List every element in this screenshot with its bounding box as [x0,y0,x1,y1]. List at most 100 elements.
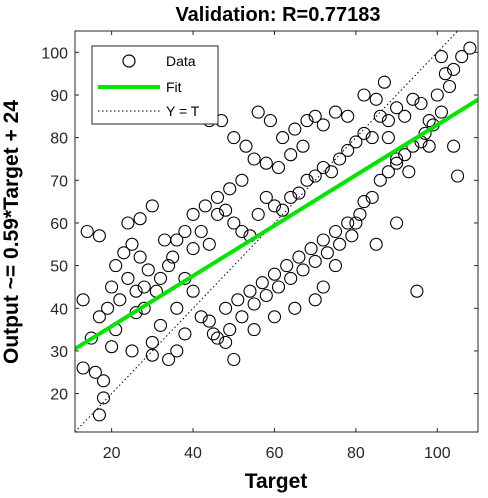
data-point [202,237,216,251]
data-point [296,263,310,277]
data-point [129,284,143,298]
data-point [267,310,282,324]
legend-fit-label: Fit [166,79,182,95]
data-point [308,109,322,123]
data-point [251,207,265,221]
data-point [166,250,180,264]
data-point [178,327,192,341]
data-point [219,203,233,217]
data-point [271,280,286,294]
data-point [271,160,286,175]
x-tick-label: 40 [184,445,202,462]
data-point [353,207,367,221]
data-point [434,50,448,64]
data-point [210,190,225,204]
data-point [170,301,184,315]
data-point [267,199,282,213]
data-point [333,237,347,251]
data-point [381,131,395,145]
data-point [345,229,359,243]
data-point [153,271,168,285]
data-point [316,233,330,247]
data-point [284,148,298,162]
data-point [198,199,212,213]
data-point [80,224,94,239]
x-axis-label: Target [245,470,308,493]
y-axis-label: Output ~= 0.59*Target + 24 [0,100,23,364]
data-point [76,361,90,375]
data-point [259,156,273,170]
data-point [316,280,330,294]
data-point [442,79,457,94]
data-point [398,109,412,123]
data-point [341,109,355,123]
data-point [133,250,147,264]
data-point [296,139,310,153]
data-point [288,301,302,315]
legend-data-marker-icon [122,54,136,68]
data-point [247,297,261,311]
data-point [357,126,371,140]
chart-title: Validation: R=0.77183 [175,4,380,26]
data-point [316,118,330,132]
data-point [357,195,371,209]
y-tick-label: 20 [50,387,68,404]
data-point [145,348,159,362]
data-point [231,293,245,307]
data-point [406,92,420,106]
data-point [170,344,184,358]
data-point [349,216,363,230]
data-point [210,207,225,221]
data-point [451,169,465,183]
data-point [276,203,290,217]
data-point [186,242,200,256]
data-point [369,92,383,106]
data-point [243,284,257,298]
data-point [162,259,176,273]
data-point [324,165,339,179]
y-tick-label: 100 [41,45,68,62]
y-tick-label: 80 [50,131,68,148]
x-tick-label: 100 [424,445,451,462]
data-point [227,216,241,230]
data-point [206,327,220,341]
legend-data-label: Data [166,53,196,69]
data-point [162,352,176,367]
data-point [365,190,379,204]
data-point [455,50,469,64]
data-point [300,173,314,187]
data-point [247,152,261,166]
data-point [463,41,477,55]
data-point [227,352,241,367]
legend-identity-label: Y = T [166,103,200,119]
data-point [133,212,147,226]
data-point [263,114,277,128]
data-point [304,242,318,256]
data-point [447,62,461,76]
data-point [96,391,111,405]
data-point [284,271,298,285]
data-point [308,293,322,307]
legend: Data Fit Y = T [91,45,219,125]
data-point [292,250,306,264]
data-point [422,114,436,128]
y-axis: 20 30 40 50 60 70 80 90 100 [41,45,478,404]
data-point [292,186,306,200]
data-point [247,323,261,337]
data-point [219,301,233,315]
data-point [447,139,461,153]
data-point [125,237,139,251]
data-point [414,96,428,111]
data-point [357,88,371,102]
data-point [316,160,330,175]
data-point [308,254,322,268]
data-point [194,224,208,239]
data-point [390,156,404,170]
data-point [341,216,355,230]
data-point [288,122,302,136]
data-point [227,131,241,145]
data-point [239,139,253,153]
data-point [96,374,111,388]
data-point [422,139,436,153]
